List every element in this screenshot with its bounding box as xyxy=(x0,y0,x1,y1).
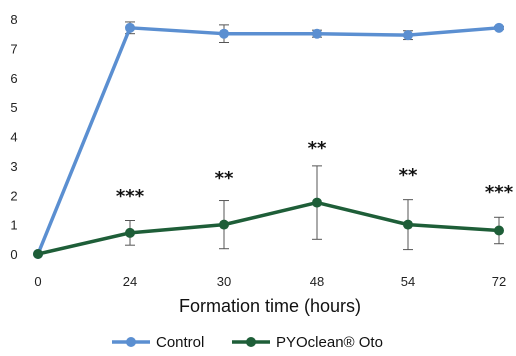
data-point xyxy=(125,227,135,238)
y-axis-ticks: 0 1 2 3 4 5 6 7 8 xyxy=(10,12,17,262)
x-axis-ticks: 0 24 30 48 54 72 xyxy=(34,274,506,289)
x-tick-label: 54 xyxy=(401,274,415,289)
y-tick-label: 1 xyxy=(10,218,17,233)
y-tick-label: 2 xyxy=(10,188,17,203)
y-tick-label: 5 xyxy=(10,100,17,115)
legend-item: Control xyxy=(112,334,204,351)
data-point xyxy=(219,28,229,39)
significance-marker: ** xyxy=(215,168,234,189)
data-point xyxy=(494,22,504,33)
legend-marker xyxy=(246,337,256,347)
series-line xyxy=(36,26,500,255)
significance-marker: ** xyxy=(308,138,327,159)
legend: Control PYOclean® Oto xyxy=(112,334,383,351)
data-point xyxy=(33,249,43,259)
significance-annotations: ************ xyxy=(116,138,514,207)
y-tick-label: 0 xyxy=(10,247,17,262)
legend-label: Control xyxy=(156,334,204,351)
series-pyoclean xyxy=(33,165,504,259)
series-control xyxy=(33,21,504,259)
legend-label: PYOclean® Oto xyxy=(276,334,383,351)
y-tick-label: 6 xyxy=(10,71,17,86)
series-layer xyxy=(33,21,504,259)
significance-marker: ** xyxy=(399,165,418,186)
data-point xyxy=(403,30,413,41)
x-tick-label: 30 xyxy=(217,274,231,289)
significance-marker: *** xyxy=(485,182,514,203)
x-tick-label: 48 xyxy=(310,274,324,289)
x-tick-label: 72 xyxy=(492,274,506,289)
data-point xyxy=(312,197,322,208)
legend-marker xyxy=(126,337,136,347)
data-point xyxy=(219,219,229,230)
data-point xyxy=(494,225,504,236)
data-point xyxy=(312,28,322,39)
data-point xyxy=(403,219,413,230)
y-tick-label: 4 xyxy=(10,130,17,145)
y-tick-label: 8 xyxy=(10,12,17,27)
x-tick-label: 24 xyxy=(123,274,137,289)
legend-item: PYOclean® Oto xyxy=(232,334,383,351)
x-tick-label: 0 xyxy=(34,274,41,289)
y-tick-label: 7 xyxy=(10,41,17,56)
series-line xyxy=(37,200,500,256)
data-point xyxy=(125,22,135,33)
x-axis-title: Formation time (hours) xyxy=(179,296,361,316)
y-tick-label: 3 xyxy=(10,159,17,174)
significance-marker: *** xyxy=(116,186,145,207)
